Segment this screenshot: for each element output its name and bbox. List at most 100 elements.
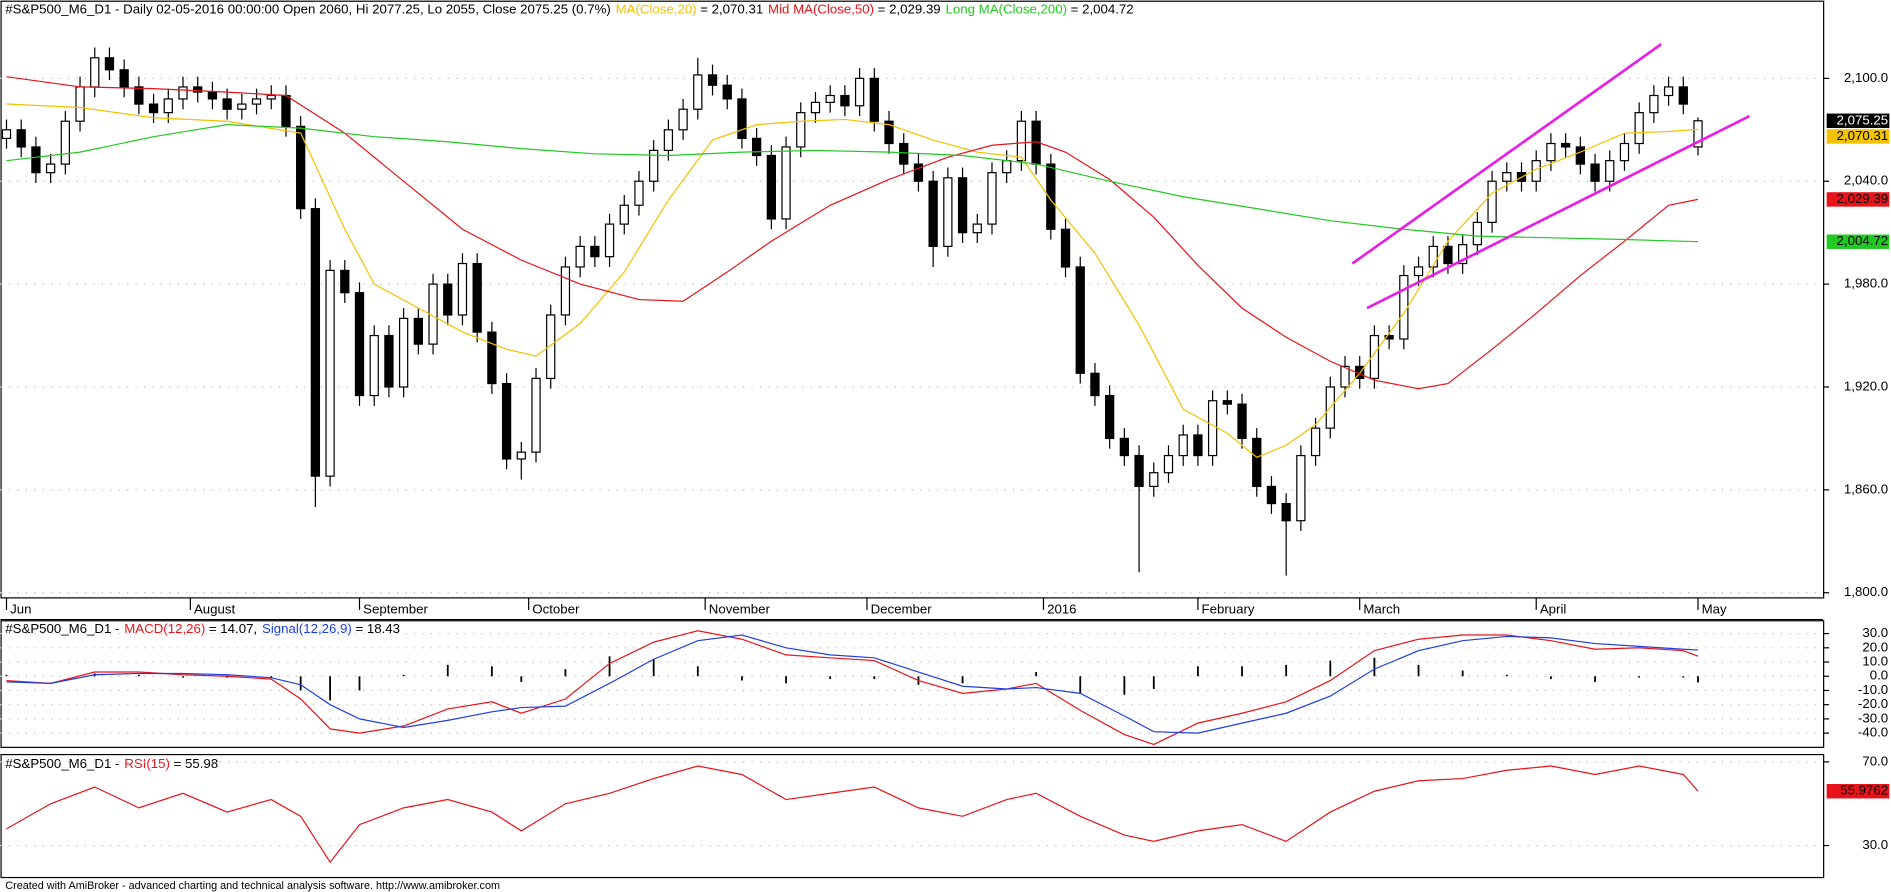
y-tick-label: 30.0 <box>1862 625 1888 640</box>
candle-body <box>884 120 894 145</box>
value-box-label: 2,029.39 <box>1837 191 1889 206</box>
candle-body <box>340 269 350 294</box>
candle-body <box>1296 454 1306 522</box>
candle-body <box>443 283 453 316</box>
candle-body <box>634 180 644 206</box>
candle-body <box>1634 112 1644 145</box>
candle-body <box>501 382 512 460</box>
value-box <box>1826 113 1890 129</box>
candle-body <box>119 69 129 88</box>
candle-body <box>693 74 703 110</box>
candle-body <box>1237 403 1247 440</box>
candle-body <box>1458 244 1468 265</box>
candle-body <box>972 223 982 234</box>
candle-body <box>1413 266 1424 277</box>
legend-name: MACD(12,26) <box>124 621 205 636</box>
panel-frame <box>0 753 1825 879</box>
candle-body <box>560 266 571 316</box>
candle-body <box>1119 437 1130 457</box>
candle-body <box>590 245 600 258</box>
candle-body <box>1502 172 1512 182</box>
candle-body <box>1310 427 1321 457</box>
panel-frame <box>0 620 1825 748</box>
series-line <box>6 634 1699 734</box>
candle-body <box>737 98 747 139</box>
candle-body <box>796 112 806 148</box>
candle-body <box>310 208 321 477</box>
candle-body <box>516 451 526 460</box>
candle-body <box>354 292 365 397</box>
candle-body <box>296 125 306 210</box>
candle-body <box>1487 180 1497 223</box>
candle-body <box>222 98 232 110</box>
candle-body <box>90 57 100 88</box>
legend-name: MA(Close,20) <box>616 1 697 16</box>
value-box <box>1826 129 1890 144</box>
y-tick-label: -20.0 <box>1858 696 1888 711</box>
candle-body <box>237 103 247 110</box>
candle-body <box>1663 86 1674 97</box>
candle-body <box>1443 245 1453 265</box>
candle-body <box>1340 365 1350 388</box>
candle-body <box>663 129 674 151</box>
candle-body <box>31 146 41 174</box>
footer: Created with AmiBroker - advanced charti… <box>5 880 500 892</box>
candle-body <box>1590 163 1600 182</box>
candle-body <box>1 129 12 139</box>
candle-body <box>722 84 732 100</box>
y-tick-label: 1,980.0 <box>1844 276 1888 291</box>
candle-body <box>207 91 218 100</box>
candle-body <box>1605 160 1615 182</box>
candle-body <box>1619 142 1630 162</box>
legend-value: = 18.43 <box>355 621 400 636</box>
candle-body <box>45 163 56 174</box>
y-tick-label: 1,800.0 <box>1844 584 1888 599</box>
candle-body <box>1281 502 1291 522</box>
legend-value: = 2,070.31 <box>700 1 763 16</box>
value-box <box>1826 783 1890 799</box>
legend-name: Mid MA(Close,50) <box>768 1 874 16</box>
value-box-label: 2,075.25 <box>1837 112 1889 127</box>
x-tick-label: August <box>194 601 236 616</box>
candle-body <box>869 77 879 122</box>
legend-name: Long MA(Close,200) <box>946 1 1068 16</box>
panel-title: #S&P500_M6_D1 - <box>5 621 119 636</box>
candle-body <box>1105 394 1115 440</box>
candle-body <box>751 137 762 157</box>
candle-body <box>766 154 777 220</box>
candle-body <box>546 314 556 380</box>
y-tick-label: 20.0 <box>1862 639 1888 654</box>
legend-name: Signal(12,26,9) <box>262 621 352 636</box>
candle-body <box>987 172 997 225</box>
candle-body <box>251 98 262 105</box>
candle-body <box>619 204 629 225</box>
x-tick-label: October <box>532 601 580 616</box>
candle-body <box>781 146 791 220</box>
candle-body <box>178 86 188 100</box>
candle-body <box>575 245 585 268</box>
candle-body <box>1060 228 1071 268</box>
value-box <box>1826 234 1890 249</box>
candle-body <box>1207 400 1218 457</box>
candle-body <box>1472 221 1483 246</box>
candle-body <box>398 317 409 388</box>
candle-body <box>1193 434 1203 457</box>
candle-body <box>325 269 335 477</box>
x-tick-label: December <box>871 601 933 616</box>
value-box <box>1826 192 1890 207</box>
candle-body <box>1178 434 1188 457</box>
candle-body <box>1428 245 1438 268</box>
y-tick-label: 1,920.0 <box>1844 378 1888 393</box>
candle-body <box>163 98 173 114</box>
candle-body <box>1560 142 1571 148</box>
y-tick-label: -10.0 <box>1858 682 1888 697</box>
candle-body <box>472 262 482 333</box>
x-tick-label: 2016 <box>1047 601 1076 616</box>
candle-body <box>75 86 85 122</box>
x-tick-label: February <box>1202 601 1255 616</box>
x-tick-label: March <box>1363 601 1400 616</box>
candle-body <box>148 103 159 114</box>
candle-body <box>1134 454 1144 488</box>
candle-body <box>1252 437 1262 488</box>
